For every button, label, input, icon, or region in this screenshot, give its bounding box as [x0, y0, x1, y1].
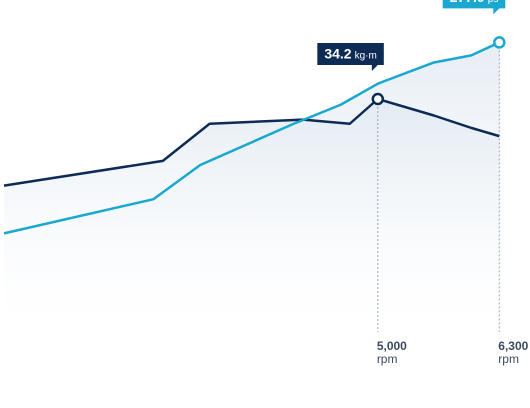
x-tick-label-0: 5,000	[377, 339, 407, 353]
torque-callout-value: 34.2	[324, 46, 351, 62]
torque-callout: 34.2 kg·m	[317, 43, 384, 71]
power-callout-label: 277.0ps	[450, 0, 499, 5]
x-tick-unit-0: rpm	[377, 352, 398, 366]
power-area	[4, 42, 500, 341]
x-tick-unit-1: rpm	[498, 352, 519, 366]
torque-callout-flag	[317, 43, 384, 71]
torque-callout-unit: kg·m	[355, 51, 377, 62]
power-callout-flag	[442, 0, 506, 15]
power-callout-value: 277.0	[450, 0, 485, 5]
torque-line	[3, 97, 500, 187]
power-marker	[493, 36, 506, 49]
torque-marker	[371, 92, 385, 106]
power-line	[3, 41, 500, 235]
x-tick-label-1: 6,300	[498, 339, 528, 353]
power-callout: 277.0ps	[442, 0, 506, 15]
torque-callout-label: 34.2 kg·m	[324, 46, 376, 62]
power-callout-unit: ps	[488, 0, 499, 5]
